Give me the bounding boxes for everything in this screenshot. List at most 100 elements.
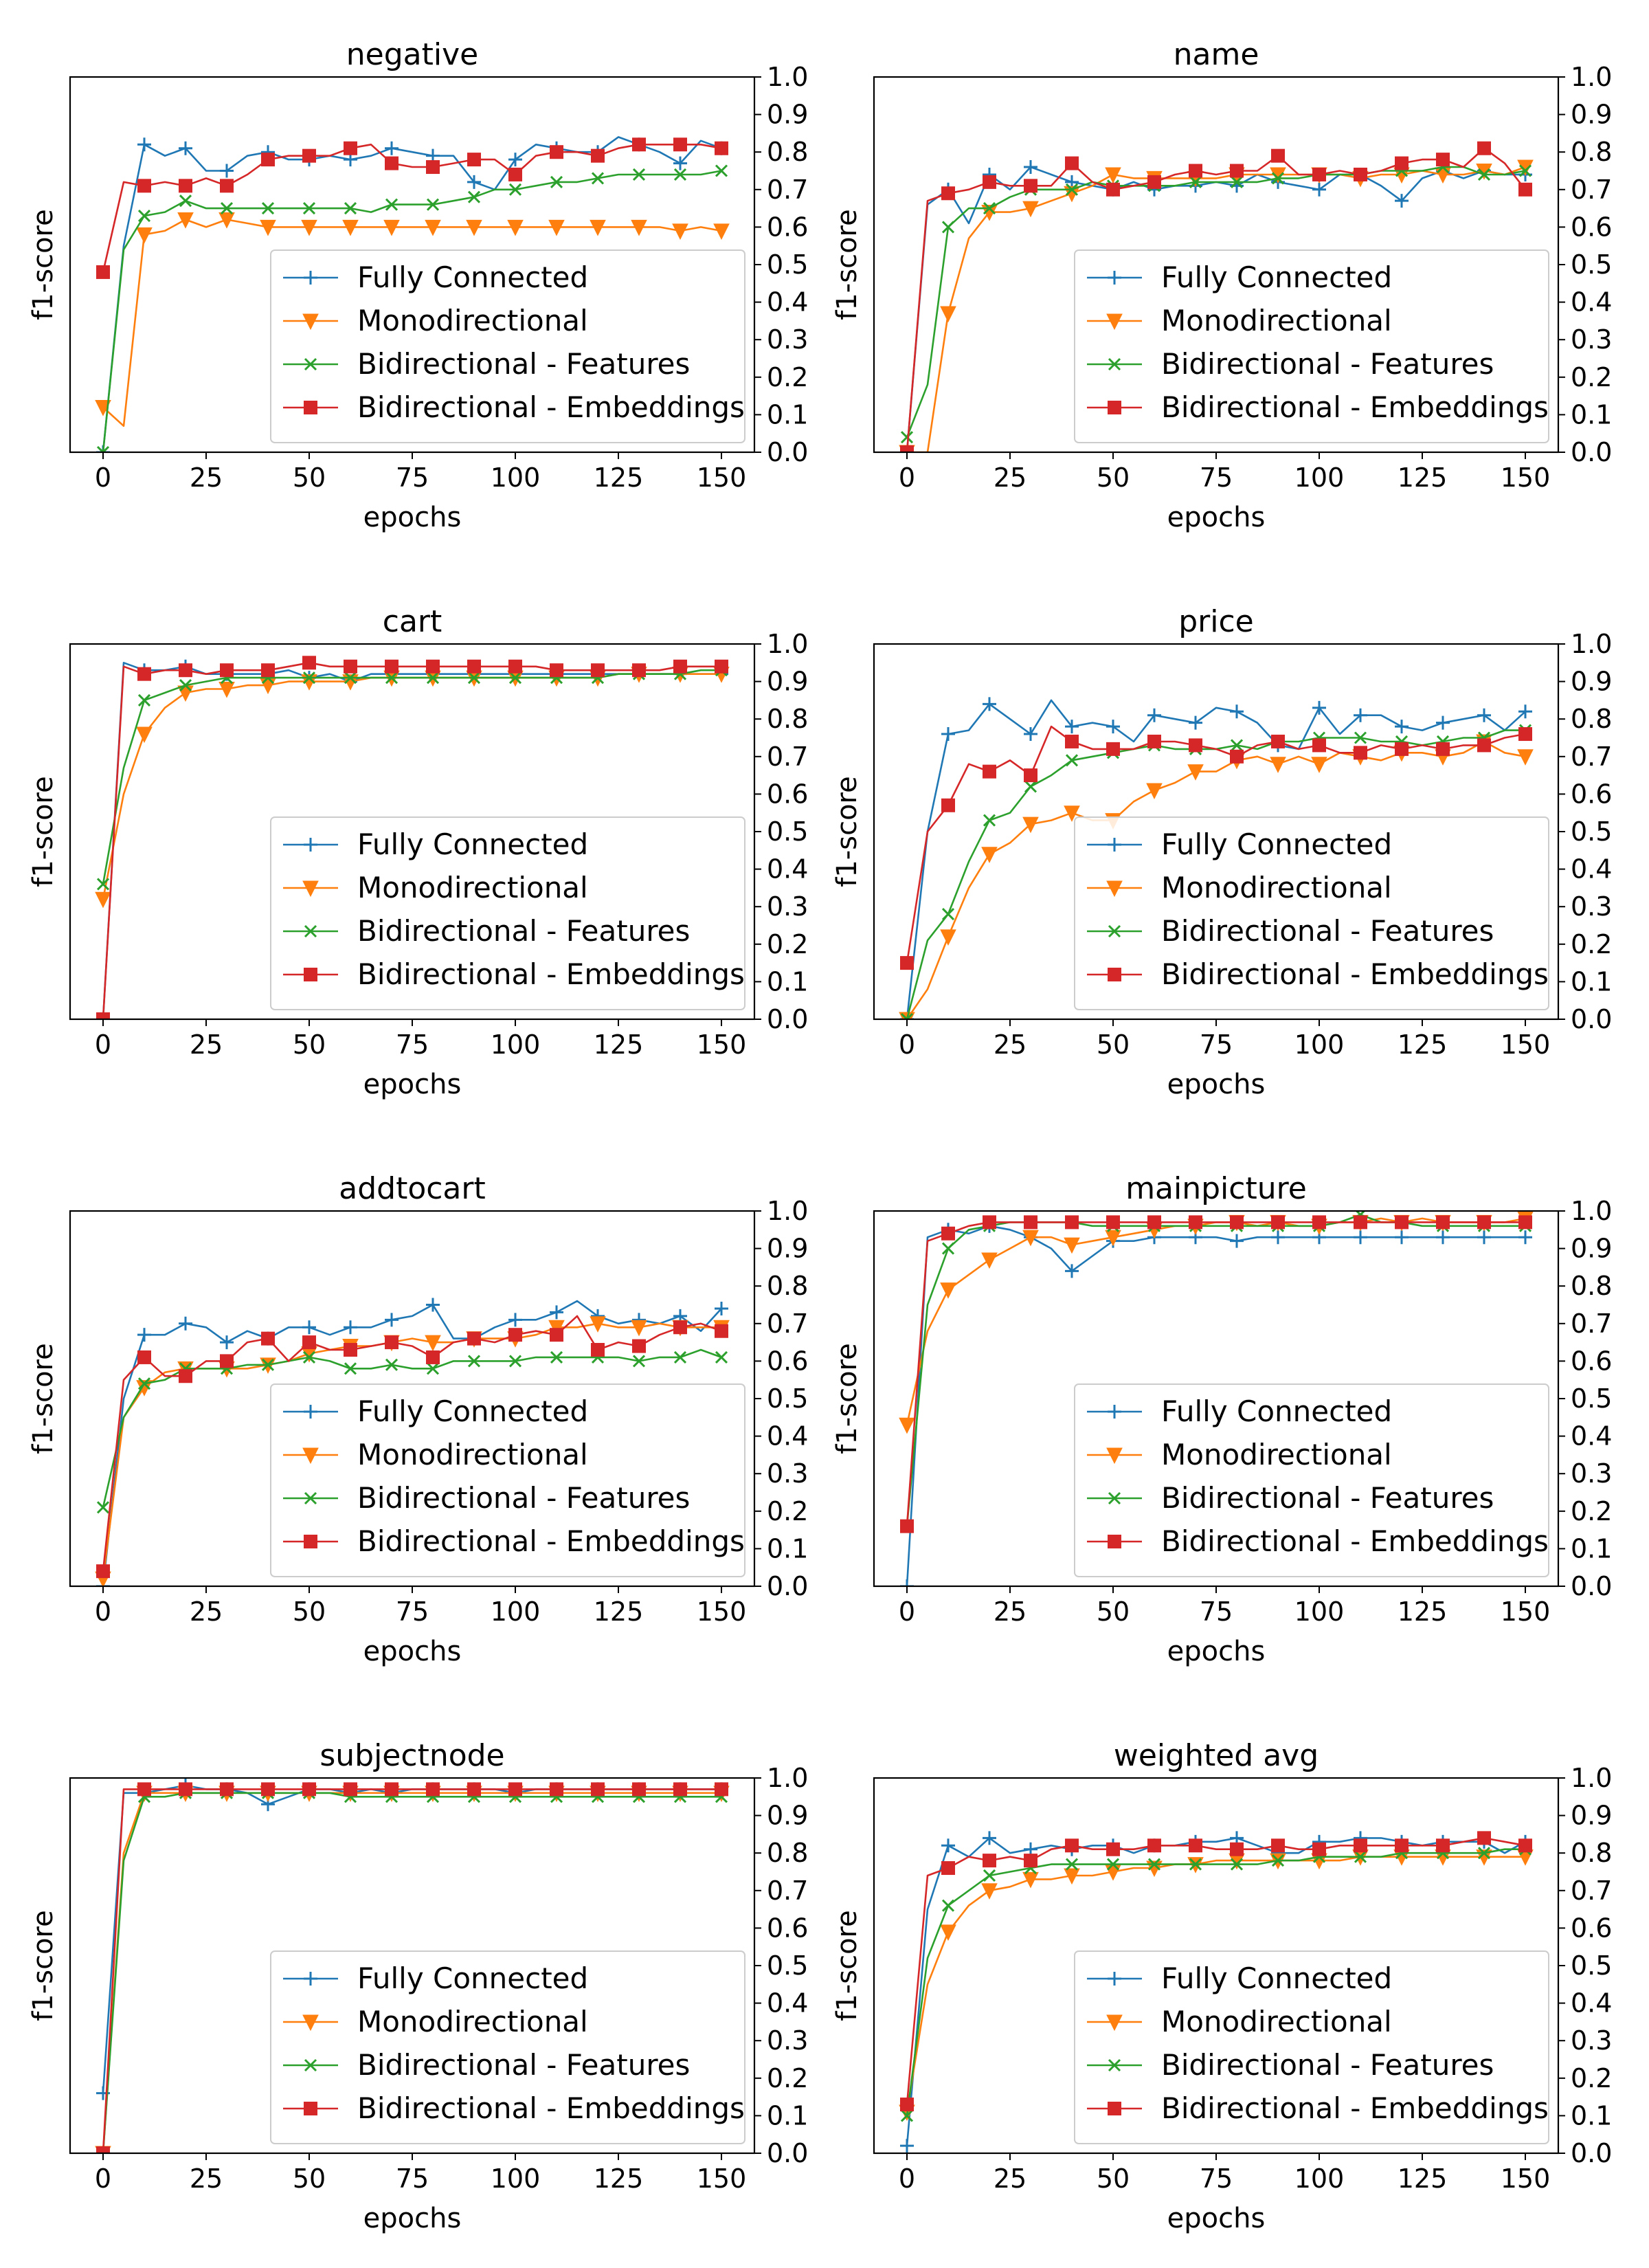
x-axis-label: epochs	[1167, 502, 1266, 533]
x-axis-label: epochs	[363, 1636, 462, 1667]
data-point	[1147, 1215, 1161, 1230]
y-tick-label: 0.2	[767, 2063, 808, 2093]
x-axis-label: epochs	[363, 502, 462, 533]
data-point	[220, 1782, 234, 1797]
data-point	[425, 219, 441, 236]
series-line	[906, 1856, 1525, 2113]
legend: Fully Connected Monodirectional Bidirectio…	[1074, 816, 1549, 1010]
data-point	[1311, 757, 1327, 773]
legend-marker	[304, 2058, 317, 2072]
data-point	[1312, 700, 1326, 715]
data-point	[1518, 1230, 1532, 1245]
data-point	[1189, 1858, 1202, 1871]
x-axis-label: epochs	[1167, 2203, 1266, 2234]
y-tick-label: 0.5	[767, 1950, 808, 1981]
data-point	[1518, 1215, 1532, 1230]
y-tick-label: 1.0	[767, 1763, 808, 1793]
data-point	[1395, 1215, 1409, 1230]
data-point	[426, 160, 440, 175]
data-point	[137, 1377, 151, 1390]
data-point	[900, 431, 914, 444]
data-point	[1189, 1838, 1202, 1853]
y-tick-label: 0.9	[767, 1234, 808, 1264]
data-point	[1189, 175, 1202, 188]
data-point	[1065, 1838, 1079, 1853]
y-tick-label: 0.5	[767, 1383, 808, 1414]
legend-marker	[1106, 2014, 1123, 2032]
x-tick-label: 50	[293, 463, 326, 493]
subplot-title: name	[1174, 37, 1259, 72]
x-tick-label: 75	[396, 1030, 429, 1060]
y-tick-label: 0.3	[1571, 324, 1612, 355]
x-tick-label: 50	[293, 1597, 326, 1627]
data-point	[385, 141, 399, 155]
y-tick-label: 0.6	[1571, 1913, 1612, 1943]
data-point	[467, 659, 481, 674]
legend-item-bidirectional-embeddings: Bidirectional - Embeddings	[283, 2091, 745, 2125]
series-line	[906, 725, 1526, 964]
legend-item-bidirectional-embeddings: Bidirectional - Embeddings	[283, 957, 745, 991]
y-tick-label: 0.0	[767, 1571, 808, 1601]
y-tick-label: 0.8	[767, 1838, 808, 1868]
legend: Fully Connected Monodirectional Bidirectio…	[270, 816, 745, 1010]
x-tick-label: 100	[491, 2164, 541, 2194]
series-bidirectional-embeddings	[96, 656, 728, 1019]
data-point	[1024, 160, 1037, 175]
legend-box	[270, 1950, 745, 2144]
legend-marker	[1108, 968, 1121, 981]
data-point	[1065, 183, 1079, 196]
y-tick-label: 0.4	[1571, 854, 1612, 885]
data-point	[508, 659, 522, 674]
y-tick-label: 0.1	[767, 399, 808, 430]
data-point	[1024, 727, 1037, 742]
data-point	[1147, 1858, 1161, 1871]
data-point	[302, 148, 316, 163]
data-point	[344, 1782, 357, 1797]
legend-label: Bidirectional - Embeddings	[1161, 957, 1549, 991]
data-point	[508, 167, 522, 181]
data-point	[261, 663, 275, 678]
data-point	[1230, 739, 1244, 752]
plot-area	[899, 697, 1534, 1019]
x-tick-label: 25	[994, 1597, 1027, 1627]
y-tick-label: 1.0	[767, 629, 808, 659]
data-point	[632, 1339, 646, 1353]
x-tick-label: 0	[899, 1030, 915, 1060]
data-point	[302, 1335, 316, 1350]
data-point	[220, 663, 234, 678]
data-point	[218, 682, 235, 698]
data-point	[983, 1831, 996, 1845]
y-tick-label: 0.9	[767, 1801, 808, 1831]
y-tick-label: 0.2	[1571, 362, 1612, 392]
data-point	[900, 1012, 914, 1019]
x-tick-label: 125	[1398, 463, 1448, 493]
data-point	[466, 219, 482, 236]
plot-area	[95, 656, 730, 1019]
data-point	[673, 137, 687, 152]
legend-item-bidirectional-features: Bidirectional - Features	[283, 2048, 690, 2082]
data-point	[1354, 746, 1367, 760]
subplot-addtocart: addtocart 0 25 50 75 100 125 150 0.0 0.1 0.2 0.3 0.4…	[27, 1171, 808, 1667]
data-point	[220, 179, 234, 193]
legend-item-bidirectional-embeddings: Bidirectional - Embeddings	[1087, 390, 1549, 424]
x-tick-label: 50	[1097, 1597, 1130, 1627]
data-point	[218, 212, 235, 229]
x-tick-label: 0	[95, 1030, 111, 1060]
data-point	[467, 175, 481, 189]
series-line	[906, 1225, 1525, 1586]
series-bidirectional-embeddings	[900, 725, 1532, 970]
data-point	[900, 1579, 914, 1586]
data-point	[179, 1369, 192, 1383]
x-tick-label: 0	[899, 1597, 915, 1627]
x-tick-label: 75	[1200, 1030, 1233, 1060]
data-point	[1065, 1858, 1079, 1871]
x-tick-label: 75	[396, 1597, 429, 1627]
data-point	[96, 445, 110, 452]
data-point	[1395, 1838, 1409, 1853]
data-point	[1106, 1842, 1120, 1856]
legend-label: Bidirectional - Features	[1161, 347, 1494, 381]
x-tick-label: 25	[190, 463, 223, 493]
data-point	[631, 1320, 647, 1337]
y-tick-label: 0.6	[1571, 212, 1612, 242]
